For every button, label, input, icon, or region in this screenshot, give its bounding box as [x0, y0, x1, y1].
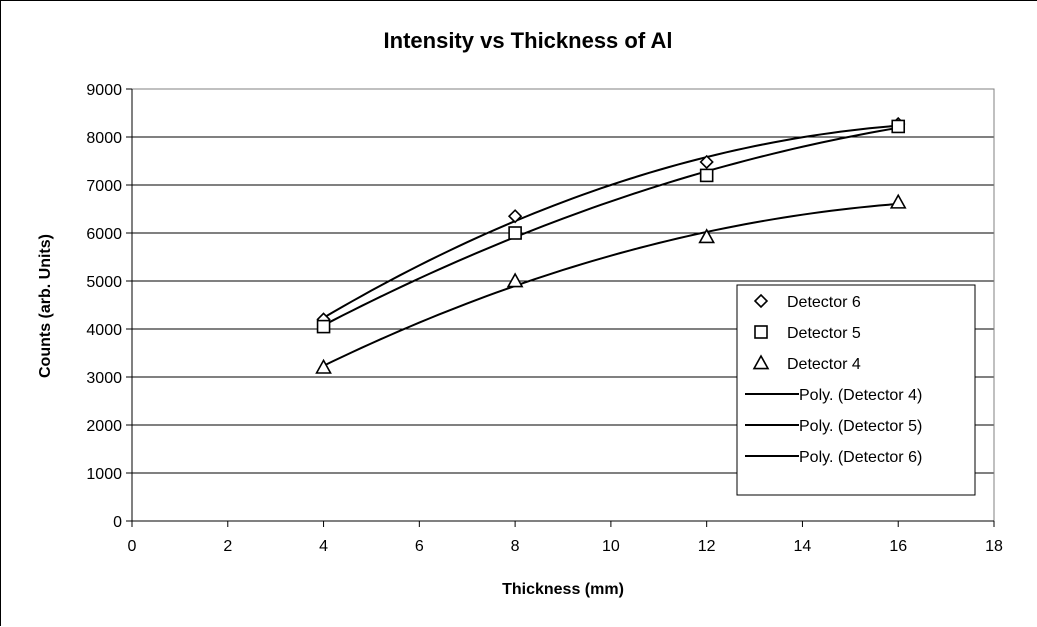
point-detector-5-3 — [891, 119, 906, 134]
legend-marker-square — [754, 325, 768, 339]
x-tick-label: 6 — [415, 538, 424, 555]
point-detector-4-2 — [698, 228, 716, 244]
legend-box — [736, 284, 976, 496]
x-tick-label: 2 — [223, 538, 232, 555]
legend-label: Detector 6 — [787, 294, 861, 311]
axes — [126, 88, 995, 527]
point-detector-5-0 — [316, 319, 331, 334]
chart-title: Intensity vs Thickness of Al — [384, 28, 673, 53]
y-tick-label: 5000 — [86, 274, 122, 291]
legend-label: Detector 5 — [787, 325, 861, 342]
legend-items: Detector 6 Detector 5 Detector 4 Poly. (Det… — [745, 293, 922, 466]
legend-item-detector-5: Detector 5 — [754, 325, 861, 342]
trendline-poly-detector-5 — [323, 126, 899, 327]
data-markers — [315, 116, 907, 374]
point-detector-4-1 — [506, 272, 524, 288]
legend-label: Detector 4 — [787, 356, 861, 373]
point-detector-6-2 — [699, 154, 714, 170]
legend-label: Poly. (Detector 6) — [799, 449, 922, 466]
legend-item-poly-detector-4: Poly. (Detector 4) — [745, 387, 922, 404]
y-tick-label: 4000 — [86, 322, 122, 339]
legend-item-detector-6: Detector 6 — [753, 293, 861, 311]
legend: Detector 6 Detector 5 Detector 4 Poly. (Det… — [736, 284, 976, 496]
y-tick-label: 8000 — [86, 130, 122, 147]
tick-labels: 0 1000 2000 3000 4000 5000 6000 7000 8000 9000 0 2 4… — [86, 82, 1003, 555]
y-axis-label: Counts (arb. Units) — [37, 234, 54, 378]
y-tick-label: 9000 — [86, 82, 122, 99]
legend-label: Poly. (Detector 5) — [799, 418, 922, 435]
x-tick-label: 12 — [698, 538, 716, 555]
trendlines — [323, 124, 899, 367]
x-tick-label: 0 — [128, 538, 137, 555]
trendline-poly-detector-6 — [323, 124, 899, 319]
legend-item-poly-detector-6: Poly. (Detector 6) — [745, 449, 922, 466]
trendline-poly-detector-4 — [323, 202, 899, 367]
legend-label: Poly. (Detector 4) — [799, 387, 922, 404]
legend-item-poly-detector-5: Poly. (Detector 5) — [745, 418, 922, 435]
point-detector-5-1 — [508, 226, 522, 240]
x-tick-label: 18 — [985, 538, 1003, 555]
point-detector-4-3 — [889, 193, 907, 209]
y-tick-label: 3000 — [86, 370, 122, 387]
x-tick-label: 8 — [511, 538, 520, 555]
point-detector-4-0 — [315, 358, 332, 374]
x-axis-label: Thickness (mm) — [502, 581, 624, 598]
y-tick-label: 7000 — [86, 178, 122, 195]
y-tick-label: 2000 — [86, 418, 122, 435]
x-tick-label: 10 — [602, 538, 620, 555]
y-tick-label: 0 — [113, 514, 122, 531]
y-tick-label: 6000 — [86, 226, 122, 243]
x-tick-label: 4 — [319, 538, 328, 555]
x-tick-label: 16 — [889, 538, 907, 555]
point-detector-6-1 — [507, 209, 523, 224]
x-tick-label: 14 — [794, 538, 812, 555]
legend-marker-diamond — [753, 293, 769, 309]
y-tick-label: 1000 — [86, 466, 122, 483]
legend-item-detector-4: Detector 4 — [752, 354, 861, 373]
legend-marker-triangle — [752, 354, 770, 370]
point-detector-5-2 — [699, 168, 714, 183]
